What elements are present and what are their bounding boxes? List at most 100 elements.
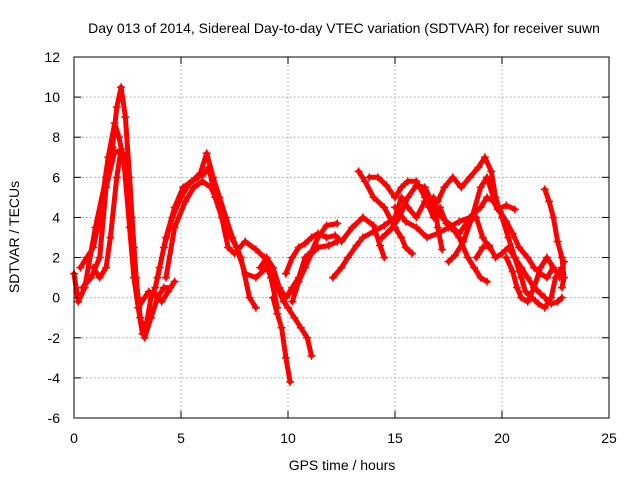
data-point: [504, 233, 513, 242]
data-point: [89, 243, 98, 252]
data-point: [361, 177, 370, 186]
data-point: [112, 173, 121, 182]
y-axis-label: SDTVAR / TECUs: [6, 181, 22, 293]
data-point: [162, 273, 171, 282]
data-point: [476, 203, 485, 212]
data-point: [140, 293, 149, 302]
data-point: [206, 183, 215, 192]
data-point: [380, 203, 389, 212]
data-point: [459, 237, 468, 246]
data-point: [401, 243, 410, 252]
data-point: [536, 289, 545, 298]
data-point: [279, 297, 288, 306]
data-point: [125, 223, 134, 232]
data-point: [200, 169, 209, 178]
data-point: [170, 223, 179, 232]
data-point: [401, 217, 410, 226]
data-point: [269, 293, 278, 302]
data-point: [198, 177, 207, 186]
y-tick-label: 6: [52, 169, 60, 185]
data-point: [89, 263, 98, 272]
data-point: [324, 241, 333, 250]
data-point: [110, 147, 119, 156]
x-tick-label: 10: [280, 430, 296, 446]
data-point: [502, 253, 511, 262]
data-point: [358, 213, 367, 222]
x-tick-label: 25: [601, 430, 617, 446]
data-point: [140, 333, 149, 342]
data-point: [82, 253, 91, 262]
data-point: [245, 293, 254, 302]
data-point: [189, 183, 198, 192]
data-point: [408, 249, 417, 258]
data-point: [121, 113, 130, 122]
data-point: [102, 263, 111, 272]
data-point: [412, 181, 421, 190]
data-point: [440, 183, 449, 192]
data-point: [301, 239, 310, 248]
data-point: [275, 283, 284, 292]
data-point: [313, 229, 322, 238]
data-point: [553, 237, 562, 246]
series-track-22: [540, 185, 569, 292]
data-point: [134, 303, 143, 312]
data-point: [269, 263, 278, 272]
data-point: [455, 217, 464, 226]
y-tick-label: 4: [52, 209, 60, 225]
data-point: [444, 257, 453, 266]
data-point: [483, 277, 492, 286]
series-track-4: [89, 145, 126, 282]
data-point: [333, 219, 342, 228]
data-point: [465, 173, 474, 182]
data-point: [307, 249, 316, 258]
data-point: [284, 303, 292, 312]
data-point: [478, 233, 487, 242]
series-track-6: [159, 163, 282, 312]
y-tick-label: 0: [52, 290, 60, 306]
data-point: [378, 233, 387, 242]
data-point: [290, 313, 299, 322]
data-point: [241, 269, 250, 278]
data-point: [468, 213, 477, 222]
data-point: [425, 203, 434, 212]
data-point: [534, 299, 543, 308]
data-point: [281, 353, 290, 362]
data-point: [540, 293, 549, 302]
x-axis-label: GPS time / hours: [289, 457, 396, 473]
series-track-21: [502, 253, 569, 306]
data-point: [391, 193, 399, 202]
data-point: [164, 287, 173, 296]
series-track-14: [354, 167, 417, 258]
data-point: [294, 243, 303, 252]
data-point: [331, 231, 340, 240]
data-point: [542, 253, 551, 262]
data-point: [478, 243, 487, 252]
data-point: [512, 283, 521, 292]
data-point: [542, 273, 551, 282]
data-point: [369, 227, 378, 236]
data-point: [313, 243, 322, 252]
data-point: [322, 233, 331, 242]
y-tick-label: -4: [48, 370, 61, 386]
y-tick-label: 2: [52, 250, 60, 266]
data-point: [281, 293, 290, 302]
data-point: [352, 241, 361, 250]
data-point: [523, 297, 532, 306]
data-point: [502, 201, 511, 210]
data-point: [508, 267, 517, 276]
data-point: [251, 303, 260, 312]
data-point: [273, 309, 282, 318]
series-track-3: [78, 147, 179, 312]
data-point: [517, 293, 526, 302]
data-point: [354, 167, 363, 176]
data-point: [256, 263, 265, 272]
data-point: [288, 253, 297, 262]
series-track-1: [70, 83, 164, 338]
data-point: [294, 277, 303, 286]
data-point: [495, 207, 504, 216]
data-point: [504, 243, 513, 252]
data-point: [117, 83, 126, 92]
data-point: [403, 193, 412, 202]
data-point: [521, 287, 530, 296]
